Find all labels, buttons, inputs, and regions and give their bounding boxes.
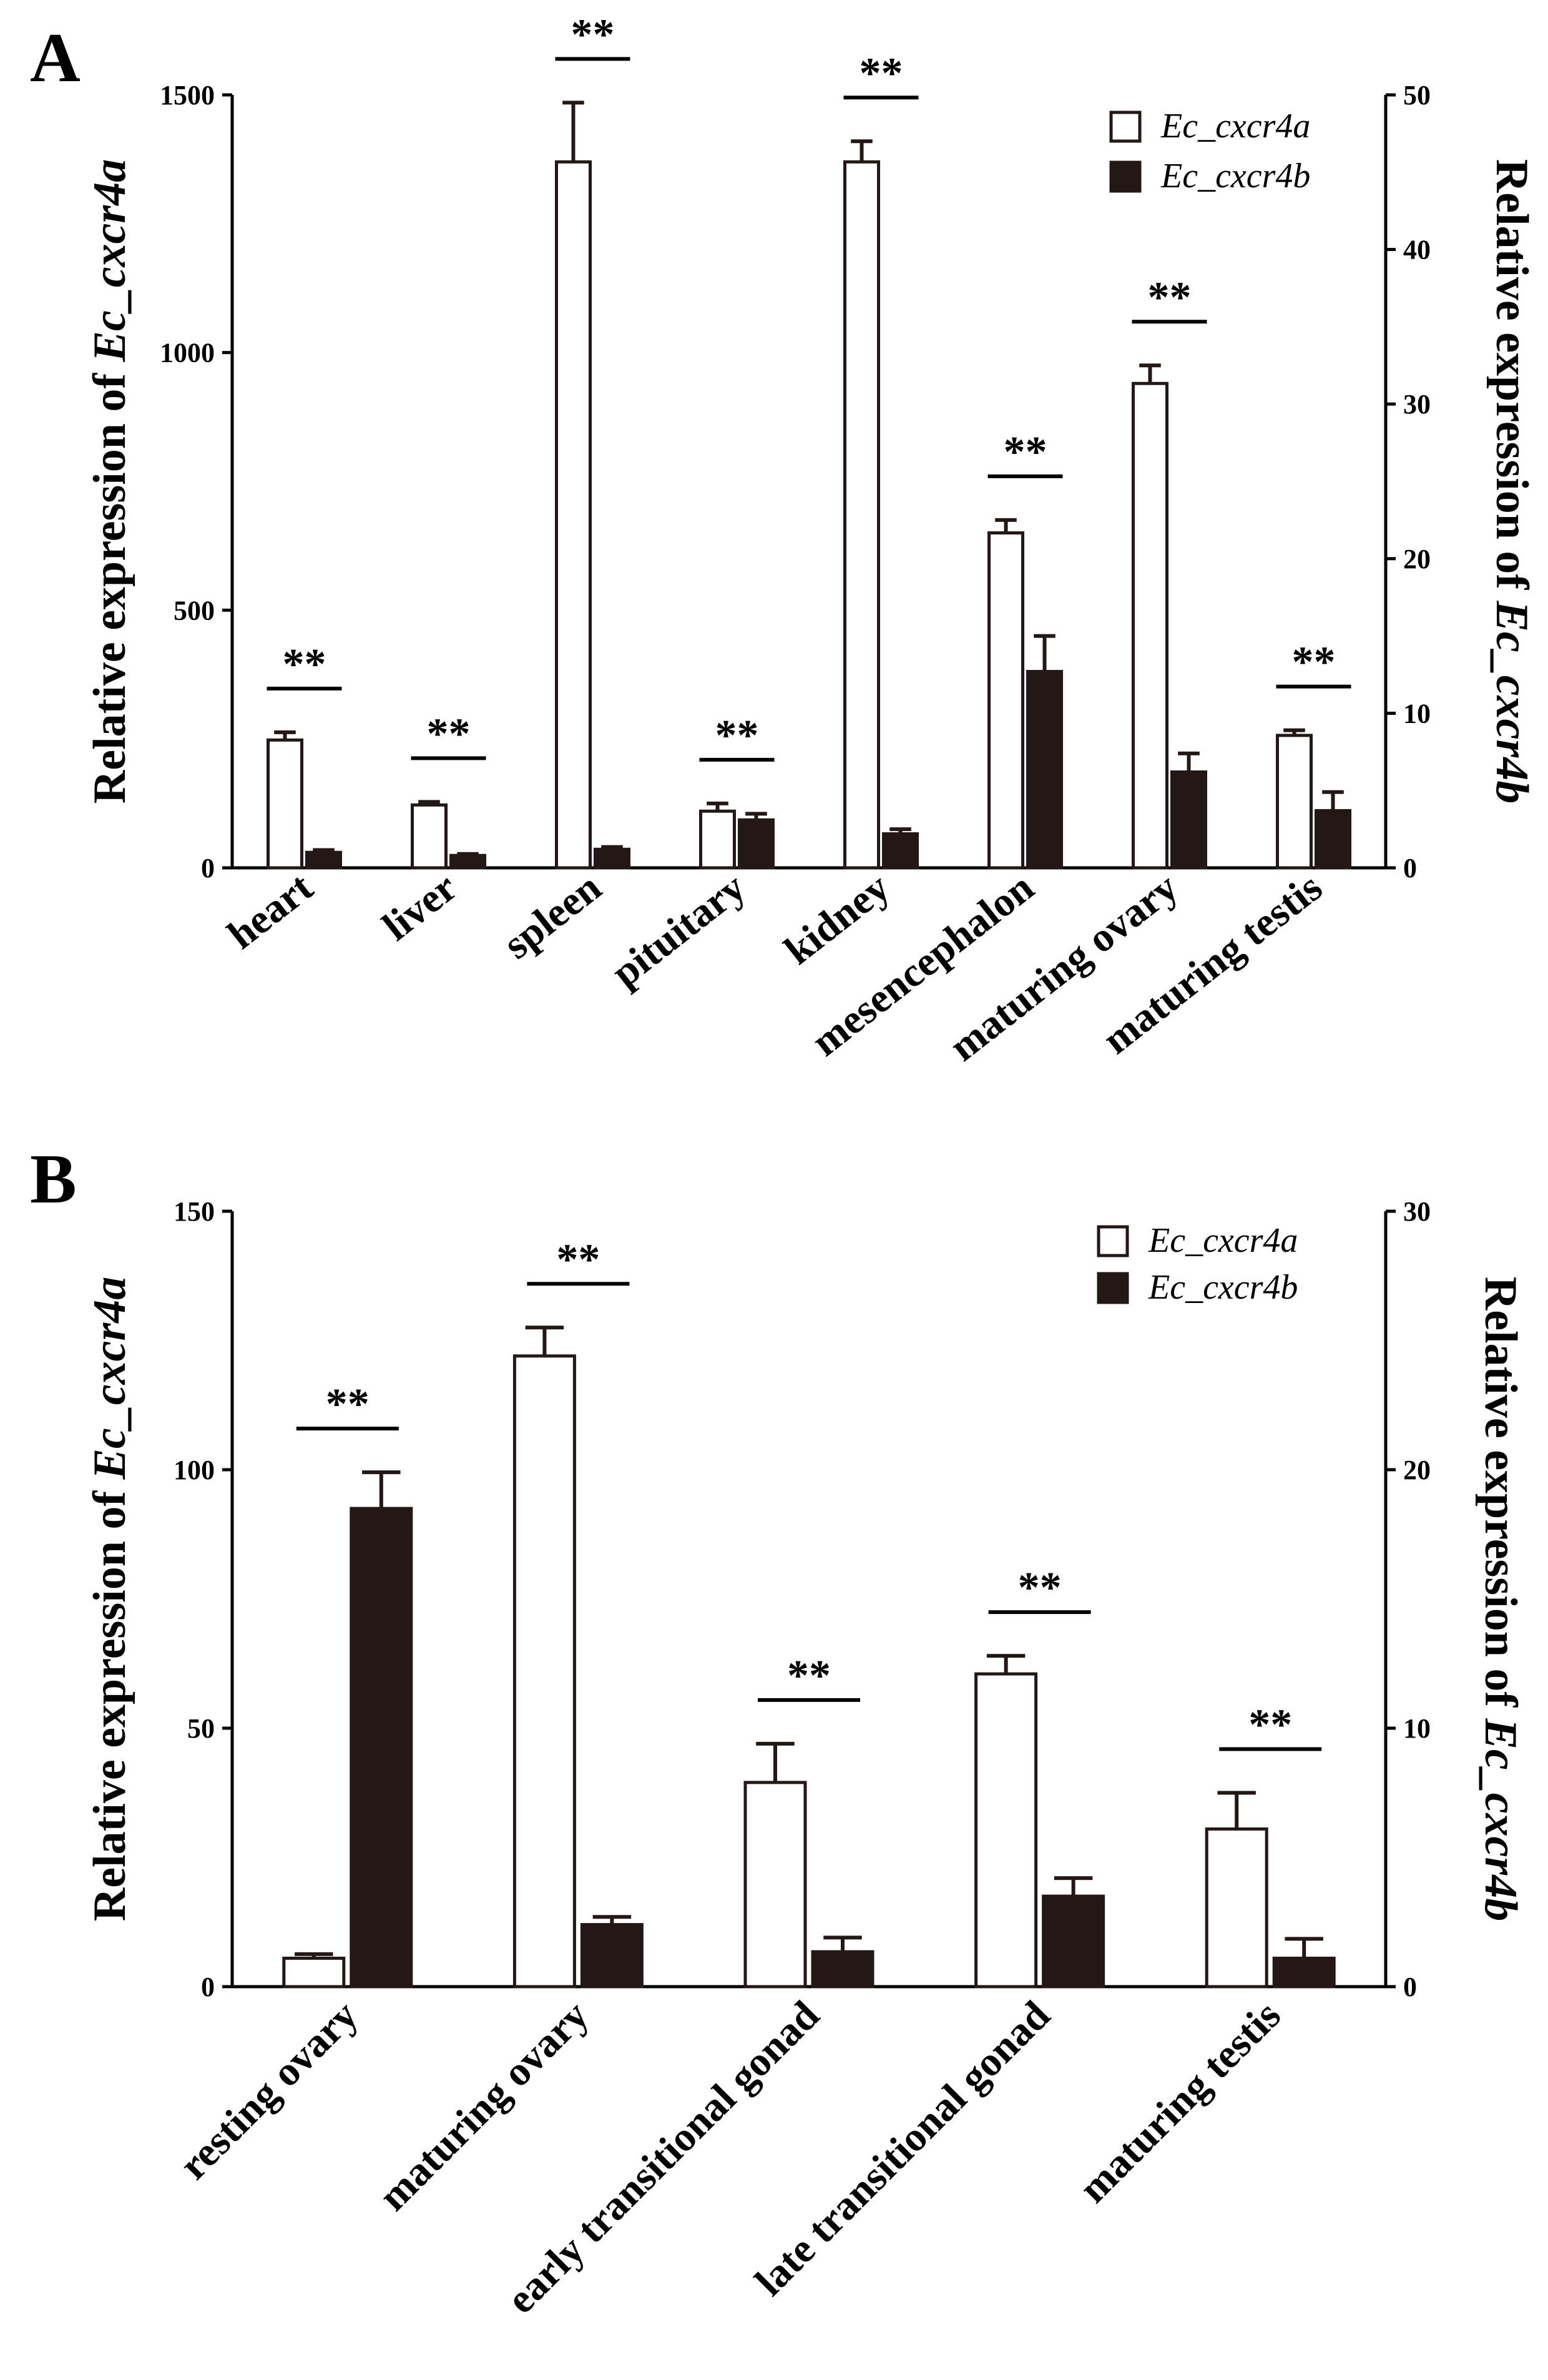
y-tick-label-right: 50	[1403, 80, 1431, 111]
y-tick-label-left: 500	[174, 595, 215, 626]
significance-label: **	[1292, 639, 1336, 687]
bar-ec-cxcr4b	[1170, 770, 1207, 870]
significance-label: **	[1248, 1701, 1292, 1749]
bar-ec-cxcr4b	[1042, 1894, 1105, 1989]
y-tick-label-left: 1500	[160, 80, 215, 111]
category-label: maturing ovary	[370, 1992, 597, 2220]
significance-label: **	[427, 710, 471, 758]
category-label: kidney	[776, 864, 898, 973]
category-label: maturing testis	[1070, 1992, 1290, 2211]
category-label: spleen	[495, 864, 610, 968]
bar-ec-cxcr4a	[987, 531, 1024, 870]
y-tick-label-left: 150	[174, 1196, 215, 1227]
legend-swatch	[1109, 160, 1142, 193]
significance-label: **	[787, 1652, 831, 1700]
y-axis-title-right-text: Relative expression of	[1475, 1277, 1526, 1719]
y-tick-label-right: 20	[1403, 1455, 1431, 1485]
legend-swatch	[1109, 111, 1142, 143]
legend: Ec_cxcr4a Ec_cxcr4b	[1109, 107, 1310, 195]
y-tick-label-left: 0	[201, 853, 215, 883]
y-tick-label-left: 0	[201, 1972, 215, 2002]
y-tick-label-left: 50	[187, 1713, 215, 1744]
y-axis-title-right: Relative expression of Ec_cxcr4b	[1486, 159, 1537, 804]
significance-label: **	[715, 712, 759, 760]
significance-label: **	[1018, 1564, 1062, 1612]
y-tick-label-right: 40	[1403, 235, 1431, 265]
y-tick-label-left: 100	[174, 1455, 215, 1485]
y-axis-title-right-gene: Ec_cxcr4b	[1475, 1718, 1526, 1922]
significance-label: **	[326, 1380, 370, 1428]
y-axis-title-right-text: Relative expression of	[1486, 159, 1537, 601]
y-axis-title-left-gene: Ec_cxcr4a	[84, 1277, 135, 1480]
bar-ec-cxcr4a	[843, 160, 880, 870]
legend-label: Ec_cxcr4a	[1160, 107, 1310, 145]
bar-ec-cxcr4a	[699, 809, 736, 870]
y-tick-label-right: 10	[1403, 1713, 1431, 1744]
y-axis-title-left: Relative expression of Ec_cxcr4a	[84, 1277, 135, 1921]
panel-label: B	[30, 1141, 77, 1218]
bar-ec-cxcr4b	[882, 832, 919, 870]
bar-ec-cxcr4a	[411, 803, 448, 870]
y-axis-title-right: Relative expression of Ec_cxcr4b	[1475, 1277, 1526, 1921]
legend: Ec_cxcr4a Ec_cxcr4b	[1097, 1221, 1298, 1307]
legend-swatch	[1097, 1225, 1129, 1257]
bar-ec-cxcr4b	[350, 1507, 413, 1989]
y-axis-title-left-gene: Ec_cxcr4a	[84, 159, 135, 363]
bar-ec-cxcr4a	[1276, 734, 1313, 870]
y-tick-label-right: 30	[1403, 1196, 1431, 1227]
y-tick-label-right: 30	[1403, 389, 1431, 420]
y-tick-label-right: 20	[1403, 544, 1431, 574]
legend-label: Ec_cxcr4b	[1148, 1268, 1298, 1307]
y-tick-label-right: 0	[1403, 853, 1417, 883]
chart-panel-a: A 0 500 1000 1500 0 10 20 30 40 50 Relative express…	[30, 11, 1537, 1070]
y-axis-title-left: Relative expression of Ec_cxcr4a	[84, 159, 135, 804]
bar-ec-cxcr4b	[738, 818, 775, 870]
significance-label: **	[1004, 428, 1047, 476]
y-axis-title-left-text: Relative expression of	[84, 362, 135, 804]
bar-ec-cxcr4b	[449, 853, 486, 870]
y-axis-title-left-text: Relative expression of	[84, 1480, 135, 1922]
bar-ec-cxcr4a	[974, 1672, 1038, 1989]
category-label: liver	[375, 864, 466, 949]
y-tick-label-right: 10	[1403, 698, 1431, 729]
legend-label: Ec_cxcr4a	[1148, 1221, 1298, 1260]
bar-ec-cxcr4b	[1315, 809, 1351, 870]
bar-ec-cxcr4b	[811, 1950, 874, 1989]
bar-ec-cxcr4b	[305, 850, 342, 870]
significance-label: **	[860, 49, 903, 97]
significance-label: **	[556, 1236, 600, 1284]
bar-ec-cxcr4b	[580, 1923, 644, 1989]
panel-label: A	[30, 19, 81, 97]
bar-ec-cxcr4a	[512, 1354, 576, 1989]
significance-label: **	[1148, 273, 1192, 322]
y-tick-label-right: 0	[1403, 1972, 1417, 2002]
y-tick-label-left: 1000	[160, 338, 215, 368]
legend-label: Ec_cxcr4b	[1160, 157, 1310, 195]
bar-ec-cxcr4a	[1205, 1827, 1268, 1989]
significance-label: **	[283, 641, 326, 689]
significance-label: **	[571, 11, 615, 59]
bar-ec-cxcr4a	[555, 160, 592, 870]
bar-ec-cxcr4a	[282, 1956, 346, 1989]
bar-ec-cxcr4a	[743, 1781, 807, 1989]
bar-ec-cxcr4b	[1026, 670, 1063, 870]
bar-ec-cxcr4b	[594, 847, 630, 870]
category-label: resting ovary	[171, 1992, 367, 2188]
category-label: heart	[219, 864, 321, 958]
chart-panel-b: B 0 50 100 150 0 10 20 30 Relative expression of …	[30, 1141, 1526, 2323]
bar-ec-cxcr4a	[1132, 381, 1168, 870]
category-label: pituitary	[603, 864, 753, 996]
bar-ec-cxcr4b	[1272, 1956, 1336, 1989]
bar-ec-cxcr4a	[267, 738, 303, 870]
y-axis-title-right-gene: Ec_cxcr4b	[1486, 601, 1537, 804]
legend-swatch	[1097, 1272, 1129, 1304]
